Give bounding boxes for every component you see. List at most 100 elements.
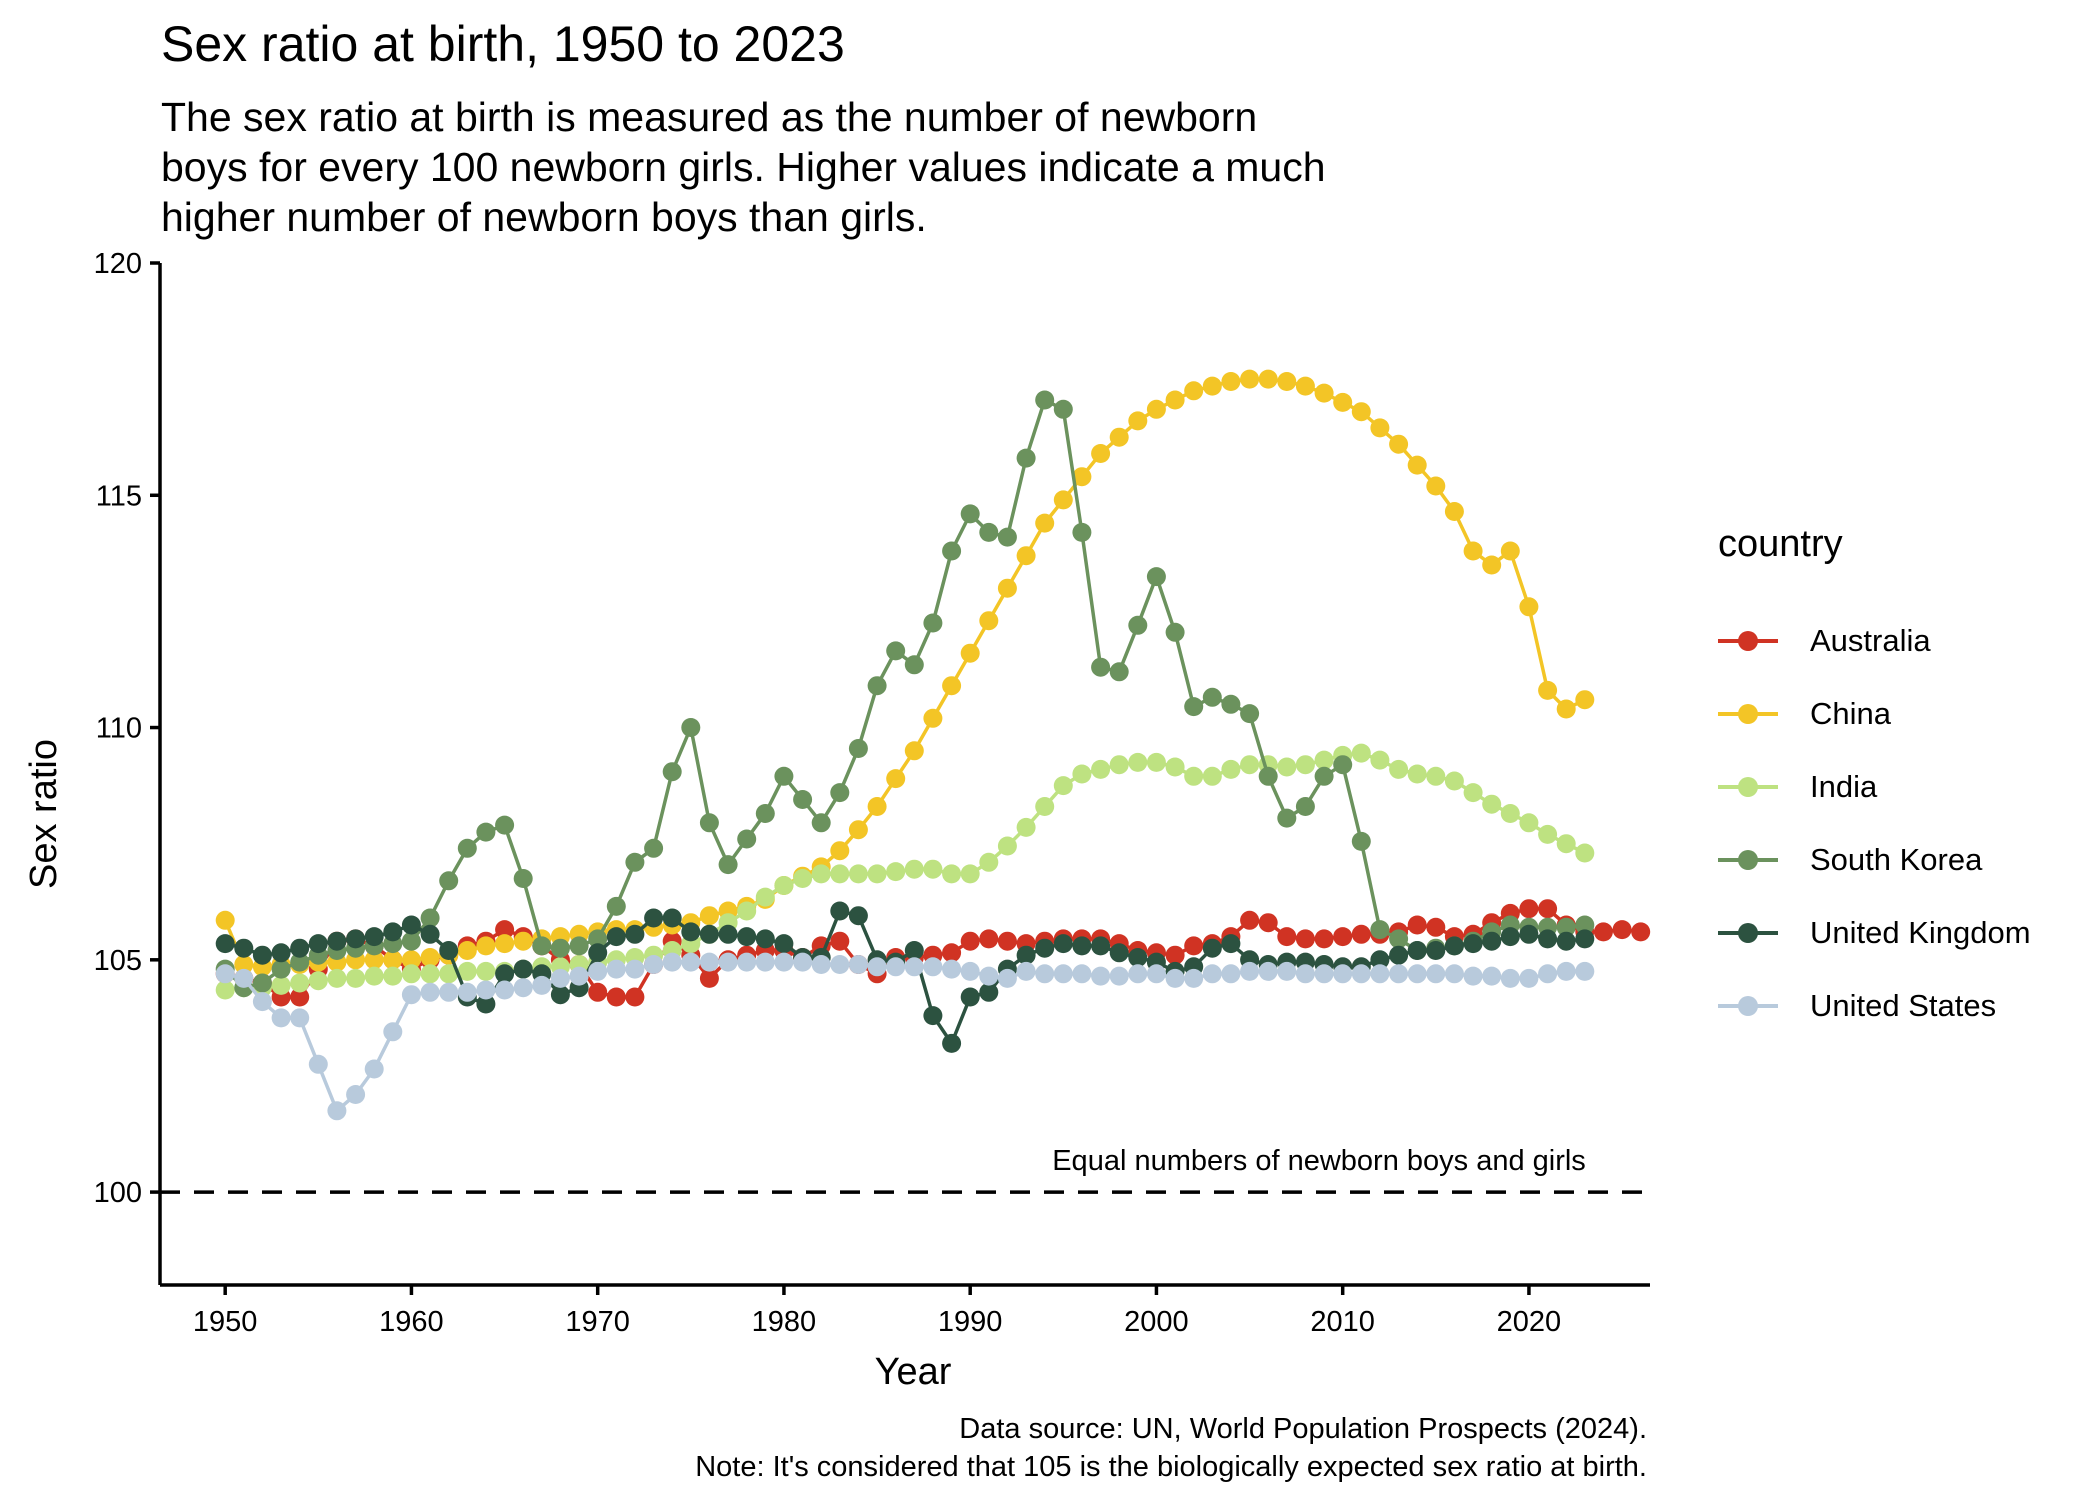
data-point bbox=[737, 829, 757, 849]
data-point bbox=[252, 973, 272, 993]
data-point bbox=[401, 950, 421, 970]
x-tick-label: 1960 bbox=[379, 1306, 444, 1338]
data-point bbox=[1556, 699, 1576, 719]
chart-subtitle: The sex ratio at birth is measured as th… bbox=[161, 92, 1561, 242]
data-point bbox=[569, 966, 589, 986]
series-united-states bbox=[215, 952, 1595, 1121]
data-point bbox=[1202, 687, 1222, 707]
data-point bbox=[420, 964, 440, 984]
data-point bbox=[830, 931, 850, 951]
data-point bbox=[1556, 834, 1576, 854]
x-tick-label: 2010 bbox=[1310, 1306, 1375, 1338]
data-point bbox=[904, 957, 924, 977]
data-point bbox=[1519, 924, 1539, 944]
data-point bbox=[1072, 764, 1092, 784]
data-point bbox=[1035, 964, 1055, 984]
subtitle-line: The sex ratio at birth is measured as th… bbox=[161, 94, 1258, 140]
data-point bbox=[1556, 917, 1576, 937]
data-point bbox=[1463, 783, 1483, 803]
data-point bbox=[606, 896, 626, 916]
data-point bbox=[1351, 831, 1371, 851]
data-point bbox=[457, 941, 477, 960]
data-point bbox=[662, 762, 682, 782]
data-point bbox=[1631, 922, 1651, 942]
data-point bbox=[1389, 929, 1409, 949]
data-point bbox=[942, 864, 962, 884]
data-point bbox=[1072, 964, 1092, 984]
data-point bbox=[234, 968, 254, 988]
data-point bbox=[495, 815, 515, 835]
data-point bbox=[848, 955, 868, 974]
data-point bbox=[979, 966, 999, 986]
data-point bbox=[513, 931, 533, 951]
data-point bbox=[1165, 968, 1185, 988]
y-tick-label: 110 bbox=[96, 713, 142, 745]
data-point bbox=[308, 1054, 328, 1074]
series-south-korea bbox=[215, 390, 1595, 998]
data-point bbox=[923, 957, 943, 977]
data-point bbox=[1295, 964, 1315, 984]
data-point bbox=[1370, 418, 1390, 438]
data-point bbox=[420, 982, 440, 1002]
data-point bbox=[1016, 945, 1036, 965]
data-point bbox=[1314, 964, 1334, 984]
y-axis-title: Sex ratio bbox=[23, 739, 65, 889]
data-point bbox=[1146, 752, 1166, 772]
data-point bbox=[383, 1022, 403, 1042]
legend-item: United States bbox=[1718, 969, 2031, 1042]
data-point bbox=[1538, 929, 1558, 949]
data-point bbox=[1072, 467, 1092, 487]
data-point bbox=[1035, 797, 1055, 816]
data-point bbox=[755, 929, 775, 949]
data-point bbox=[1482, 555, 1502, 575]
legend-item: Australia bbox=[1718, 604, 2031, 677]
data-point bbox=[513, 978, 533, 998]
data-point bbox=[681, 952, 701, 972]
data-point bbox=[1538, 680, 1558, 700]
data-point bbox=[1277, 961, 1297, 981]
data-point bbox=[830, 783, 850, 803]
data-point bbox=[1240, 704, 1260, 724]
data-point bbox=[830, 841, 850, 861]
data-point bbox=[495, 920, 515, 940]
data-point bbox=[588, 961, 608, 981]
data-point bbox=[942, 1033, 962, 1053]
legend-swatch-icon bbox=[1718, 626, 1778, 656]
data-point bbox=[383, 950, 403, 970]
data-point bbox=[942, 959, 962, 979]
x-axis-title: Year bbox=[875, 1351, 952, 1393]
legend-label: United Kingdom bbox=[1810, 914, 2031, 950]
x-tick-label: 1990 bbox=[938, 1306, 1003, 1338]
data-point bbox=[1221, 759, 1241, 779]
data-point bbox=[401, 931, 421, 951]
data-point bbox=[662, 908, 682, 928]
data-point bbox=[904, 655, 924, 675]
data-point bbox=[644, 955, 664, 974]
data-point bbox=[1370, 950, 1390, 970]
data-point bbox=[439, 964, 459, 984]
data-point bbox=[401, 964, 421, 984]
data-point bbox=[848, 820, 868, 840]
legend-title: country bbox=[1718, 523, 1843, 565]
data-point bbox=[1202, 376, 1222, 396]
data-point bbox=[1146, 567, 1166, 587]
data-point bbox=[1407, 455, 1427, 475]
data-point bbox=[1444, 936, 1464, 956]
legend-label: South Korea bbox=[1810, 841, 1983, 877]
data-point bbox=[1184, 381, 1204, 401]
data-point bbox=[1146, 964, 1166, 984]
data-point bbox=[1091, 759, 1111, 779]
data-point bbox=[383, 966, 403, 986]
data-point bbox=[215, 910, 235, 930]
data-point bbox=[997, 527, 1017, 547]
data-point bbox=[1128, 964, 1148, 984]
y-tick-label: 105 bbox=[94, 945, 142, 977]
data-point bbox=[606, 987, 626, 1007]
data-point bbox=[1053, 399, 1073, 419]
data-point bbox=[625, 852, 645, 872]
legend-swatch-icon bbox=[1718, 991, 1778, 1021]
data-point bbox=[1389, 759, 1409, 779]
data-point bbox=[476, 980, 496, 1000]
data-point bbox=[1035, 938, 1055, 958]
data-point bbox=[290, 973, 310, 993]
